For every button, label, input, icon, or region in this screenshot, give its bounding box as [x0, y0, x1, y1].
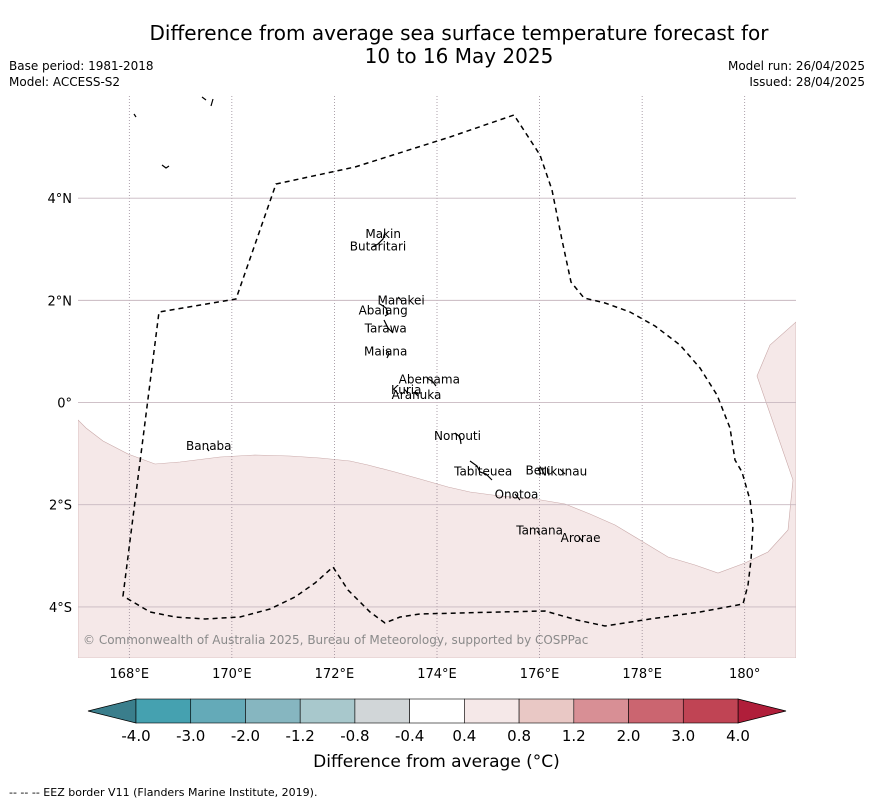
island-label-makin: Makin: [365, 227, 401, 241]
island-label-arorae: Arorae: [561, 531, 601, 545]
colorbar-bin: [682, 698, 739, 724]
colorbar-tick-label: 2.0: [617, 727, 641, 745]
lon-tick-label: 172°E: [315, 667, 355, 682]
colorbar-bin: [299, 698, 356, 724]
colorbar-over-arrow: [737, 698, 787, 724]
colorbar-tick-label: -0.4: [395, 727, 424, 745]
lat-tick-label: 2°N: [48, 294, 73, 309]
colorbar-tick-label: -1.2: [286, 727, 315, 745]
colorbar-bin: [190, 698, 246, 724]
island-label-marakei: Marakei: [377, 293, 424, 307]
lat-tick-label: 0°: [57, 397, 72, 412]
colorbar-tick-label: -3.0: [176, 727, 205, 745]
colorbar-bin: [245, 698, 301, 724]
island-label-nikunau: Nikunau: [538, 465, 587, 479]
issued-date: Issued: 28/04/2025: [749, 75, 865, 89]
island-label-beru: Beru: [525, 463, 553, 477]
island-label-tabiteuea: Tabiteuea: [453, 465, 512, 479]
colorbar-label: Difference from average (°C): [313, 752, 560, 772]
island-label-aranuka: Aranuka: [392, 388, 442, 402]
island-label-banaba: Banaba: [186, 439, 232, 453]
island-label-abaiang: Abaiang: [359, 304, 408, 318]
meta-right: Model run: 26/04/2025 Issued: 28/04/2025: [728, 58, 865, 90]
colorbar-bin: [409, 698, 465, 724]
copyright-notice: © Commonwealth of Australia 2025, Bureau…: [83, 633, 588, 647]
lon-tick-label: 168°E: [110, 667, 150, 682]
colorbar-tick-label: -4.0: [121, 727, 150, 745]
title-line-1: Difference from average sea surface temp…: [149, 21, 769, 45]
title-line-2: 10 to 16 May 2025: [364, 44, 554, 68]
colorbar-bin: [628, 698, 684, 724]
colorbar-bin: [135, 698, 192, 724]
lon-tick-label: 170°E: [212, 667, 252, 682]
lat-tick-label: 2°S: [49, 499, 72, 514]
island-label-tamana: Tamana: [515, 523, 563, 537]
island-label-onotoa: Onotoa: [495, 488, 539, 502]
model-name: Model: ACCESS-S2: [9, 75, 121, 89]
colorbar: -4.0 -3.0 -2.0 -1.2 -0.8 -0.4 0.4 0.8 1.2 2.0 3.0 4…: [87, 698, 787, 745]
island-label-butaritari: Butaritari: [350, 240, 407, 254]
colorbar-tick-label: 0.4: [452, 727, 476, 745]
colorbar-tick-label: 4.0: [726, 727, 750, 745]
eez-source-note: -- -- -- EEZ border V11 (Flanders Marine…: [9, 786, 318, 799]
colorbar-tick-label: 0.8: [507, 727, 531, 745]
island-label-tarawa: Tarawa: [364, 321, 407, 335]
graticule: [78, 96, 796, 658]
base-period: Base period: 1981-2018: [9, 59, 154, 73]
lon-tick-label: 174°E: [417, 667, 457, 682]
lon-tick-label: 176°E: [520, 667, 560, 682]
eez-border: [122, 114, 754, 627]
lat-tick-label: 4°N: [48, 192, 73, 207]
colorbar-tick-label: -2.0: [231, 727, 260, 745]
lon-tick-label: 180°: [729, 667, 760, 682]
colorbar-tick-label: 1.2: [562, 727, 586, 745]
island-label-nonouti: Nonouti: [434, 429, 481, 443]
colorbar-tick-label: -0.8: [340, 727, 369, 745]
colorbar-bin: [464, 698, 520, 724]
colorbar-bin: [518, 698, 575, 724]
island-label-kuria: Kuria: [391, 383, 422, 397]
lat-tick-label: 4°S: [49, 601, 72, 616]
island-label-maiana: Maiana: [364, 344, 407, 358]
axis-labels: 168°E 170°E 172°E 174°E 176°E 178°E 180° 4°N 2°N…: [48, 192, 761, 682]
map-title: Difference from average sea surface temp…: [0, 22, 873, 68]
model-run: Model run: 26/04/2025: [727, 59, 865, 73]
meta-left: Base period: 1981-2018 Model: ACCESS-S2: [9, 58, 154, 90]
island-label-abemama: Abemama: [399, 373, 460, 387]
colorbar-under-arrow: [87, 698, 137, 724]
colorbar-bin: [573, 698, 629, 724]
island-outlines: [133, 96, 584, 543]
colorbar-bin: [354, 698, 410, 724]
colorbar-tick-label: 3.0: [671, 727, 695, 745]
lon-tick-label: 178°E: [622, 667, 662, 682]
